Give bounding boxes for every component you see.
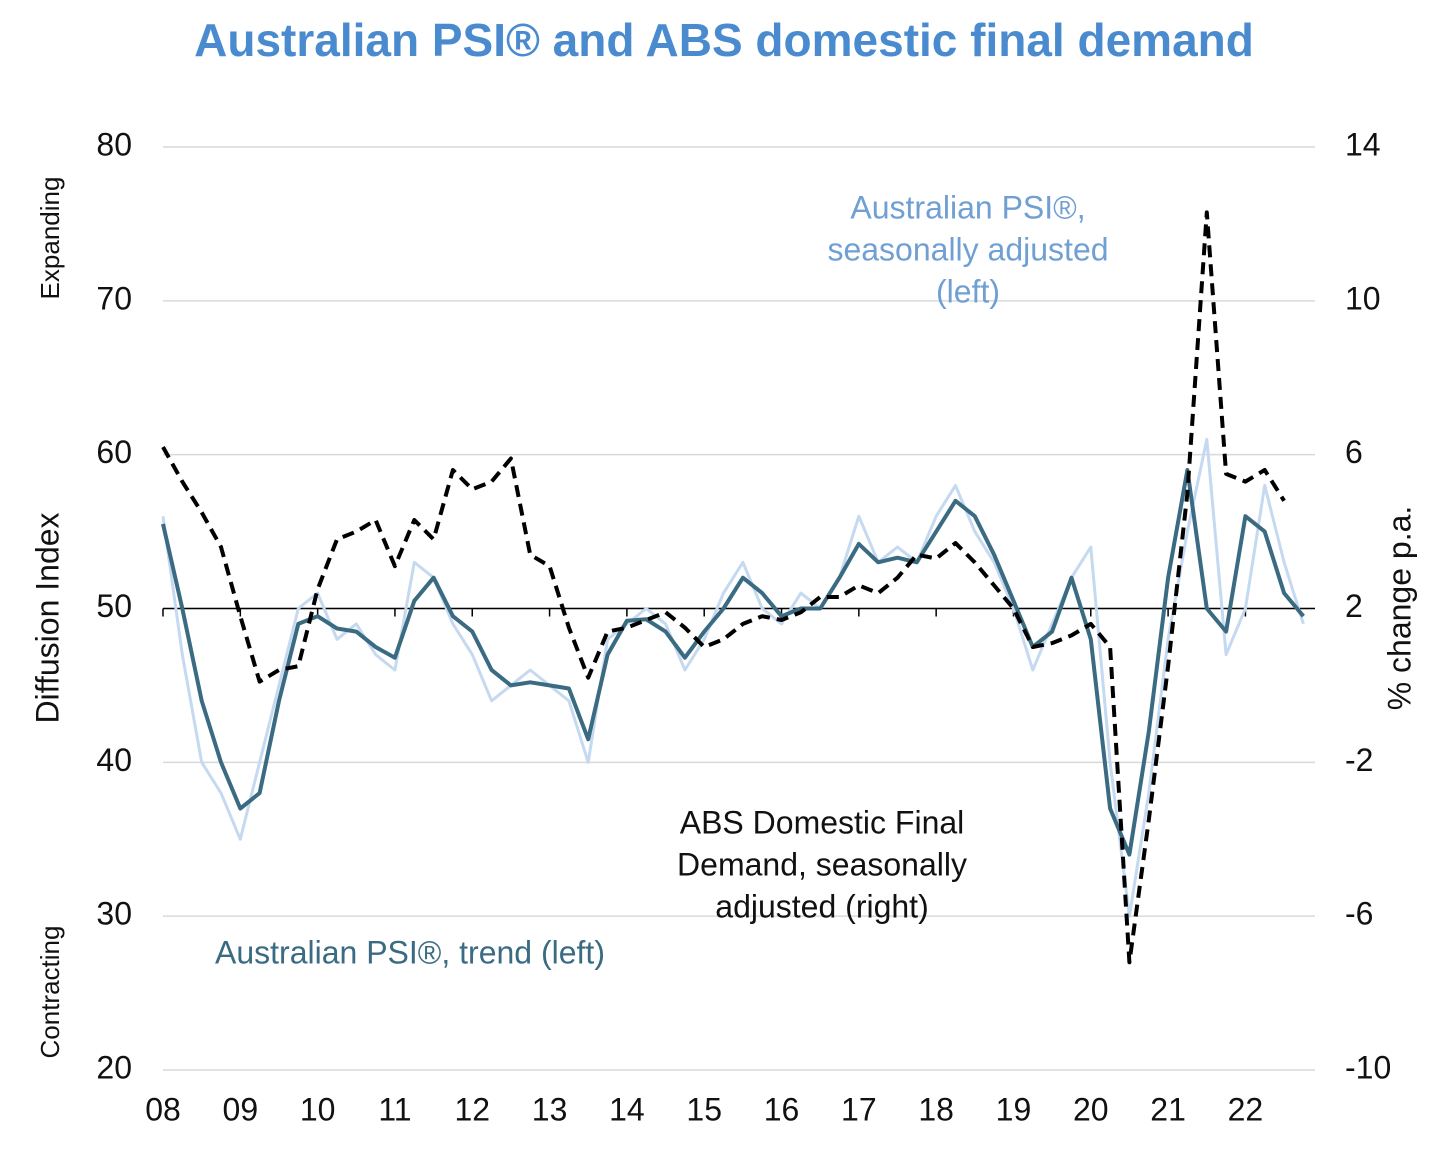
x-tick-label: 15 [686,1091,722,1127]
y2-tick-label: 6 [1345,434,1363,470]
y-axis-label: Diffusion Index [29,512,65,723]
x-tick-label: 21 [1150,1091,1186,1127]
series-annotation: Demand, seasonally [677,846,967,882]
x-tick-label: 13 [532,1091,568,1127]
y2-axis-label: % change p.a. [1381,506,1417,711]
series-annotation: Australian PSI®, [850,189,1085,225]
x-tick-label: 09 [223,1091,259,1127]
series-annotation: seasonally adjusted [827,231,1108,267]
y2-tick-label: 2 [1345,588,1363,624]
series-annotation: adjusted (right) [715,888,928,924]
x-tick-label: 18 [918,1091,954,1127]
y-tick-label: 80 [96,126,132,162]
x-tick-label: 14 [609,1091,645,1127]
y-tick-label: 40 [96,742,132,778]
y-tick-label: 60 [96,434,132,470]
series-line [161,468,1305,857]
y2-tick-label: -10 [1345,1049,1391,1085]
y2-tick-label: 10 [1345,280,1381,316]
x-tick-label: 10 [300,1091,336,1127]
series-annotation: ABS Domestic Final [680,804,965,840]
x-tick-label: 12 [454,1091,490,1127]
series-line [161,210,1286,965]
x-tick-label: 19 [996,1091,1032,1127]
chart-title: Australian PSI® and ABS domestic final d… [194,14,1254,66]
expanding-note: Expanding [35,177,65,300]
y-tick-label: 70 [96,280,132,316]
y-tick-label: 30 [96,896,132,932]
x-tick-label: 22 [1228,1091,1264,1127]
y2-tick-label: -6 [1345,896,1373,932]
x-tick-label: 08 [145,1091,181,1127]
y-tick-label: 20 [96,1049,132,1085]
series-line [161,437,1305,918]
series-annotation: (left) [936,273,1000,309]
x-tick-label: 16 [764,1091,800,1127]
y2-tick-label: 14 [1345,126,1381,162]
x-tick-label: 20 [1073,1091,1109,1127]
x-tick-label: 11 [378,1091,411,1127]
contracting-note: Contracting [35,926,65,1059]
x-tick-label: 17 [841,1091,877,1127]
y2-tick-label: -2 [1345,742,1373,778]
series-annotation: Australian PSI®, trend (left) [215,934,605,970]
y-tick-label: 50 [96,588,132,624]
